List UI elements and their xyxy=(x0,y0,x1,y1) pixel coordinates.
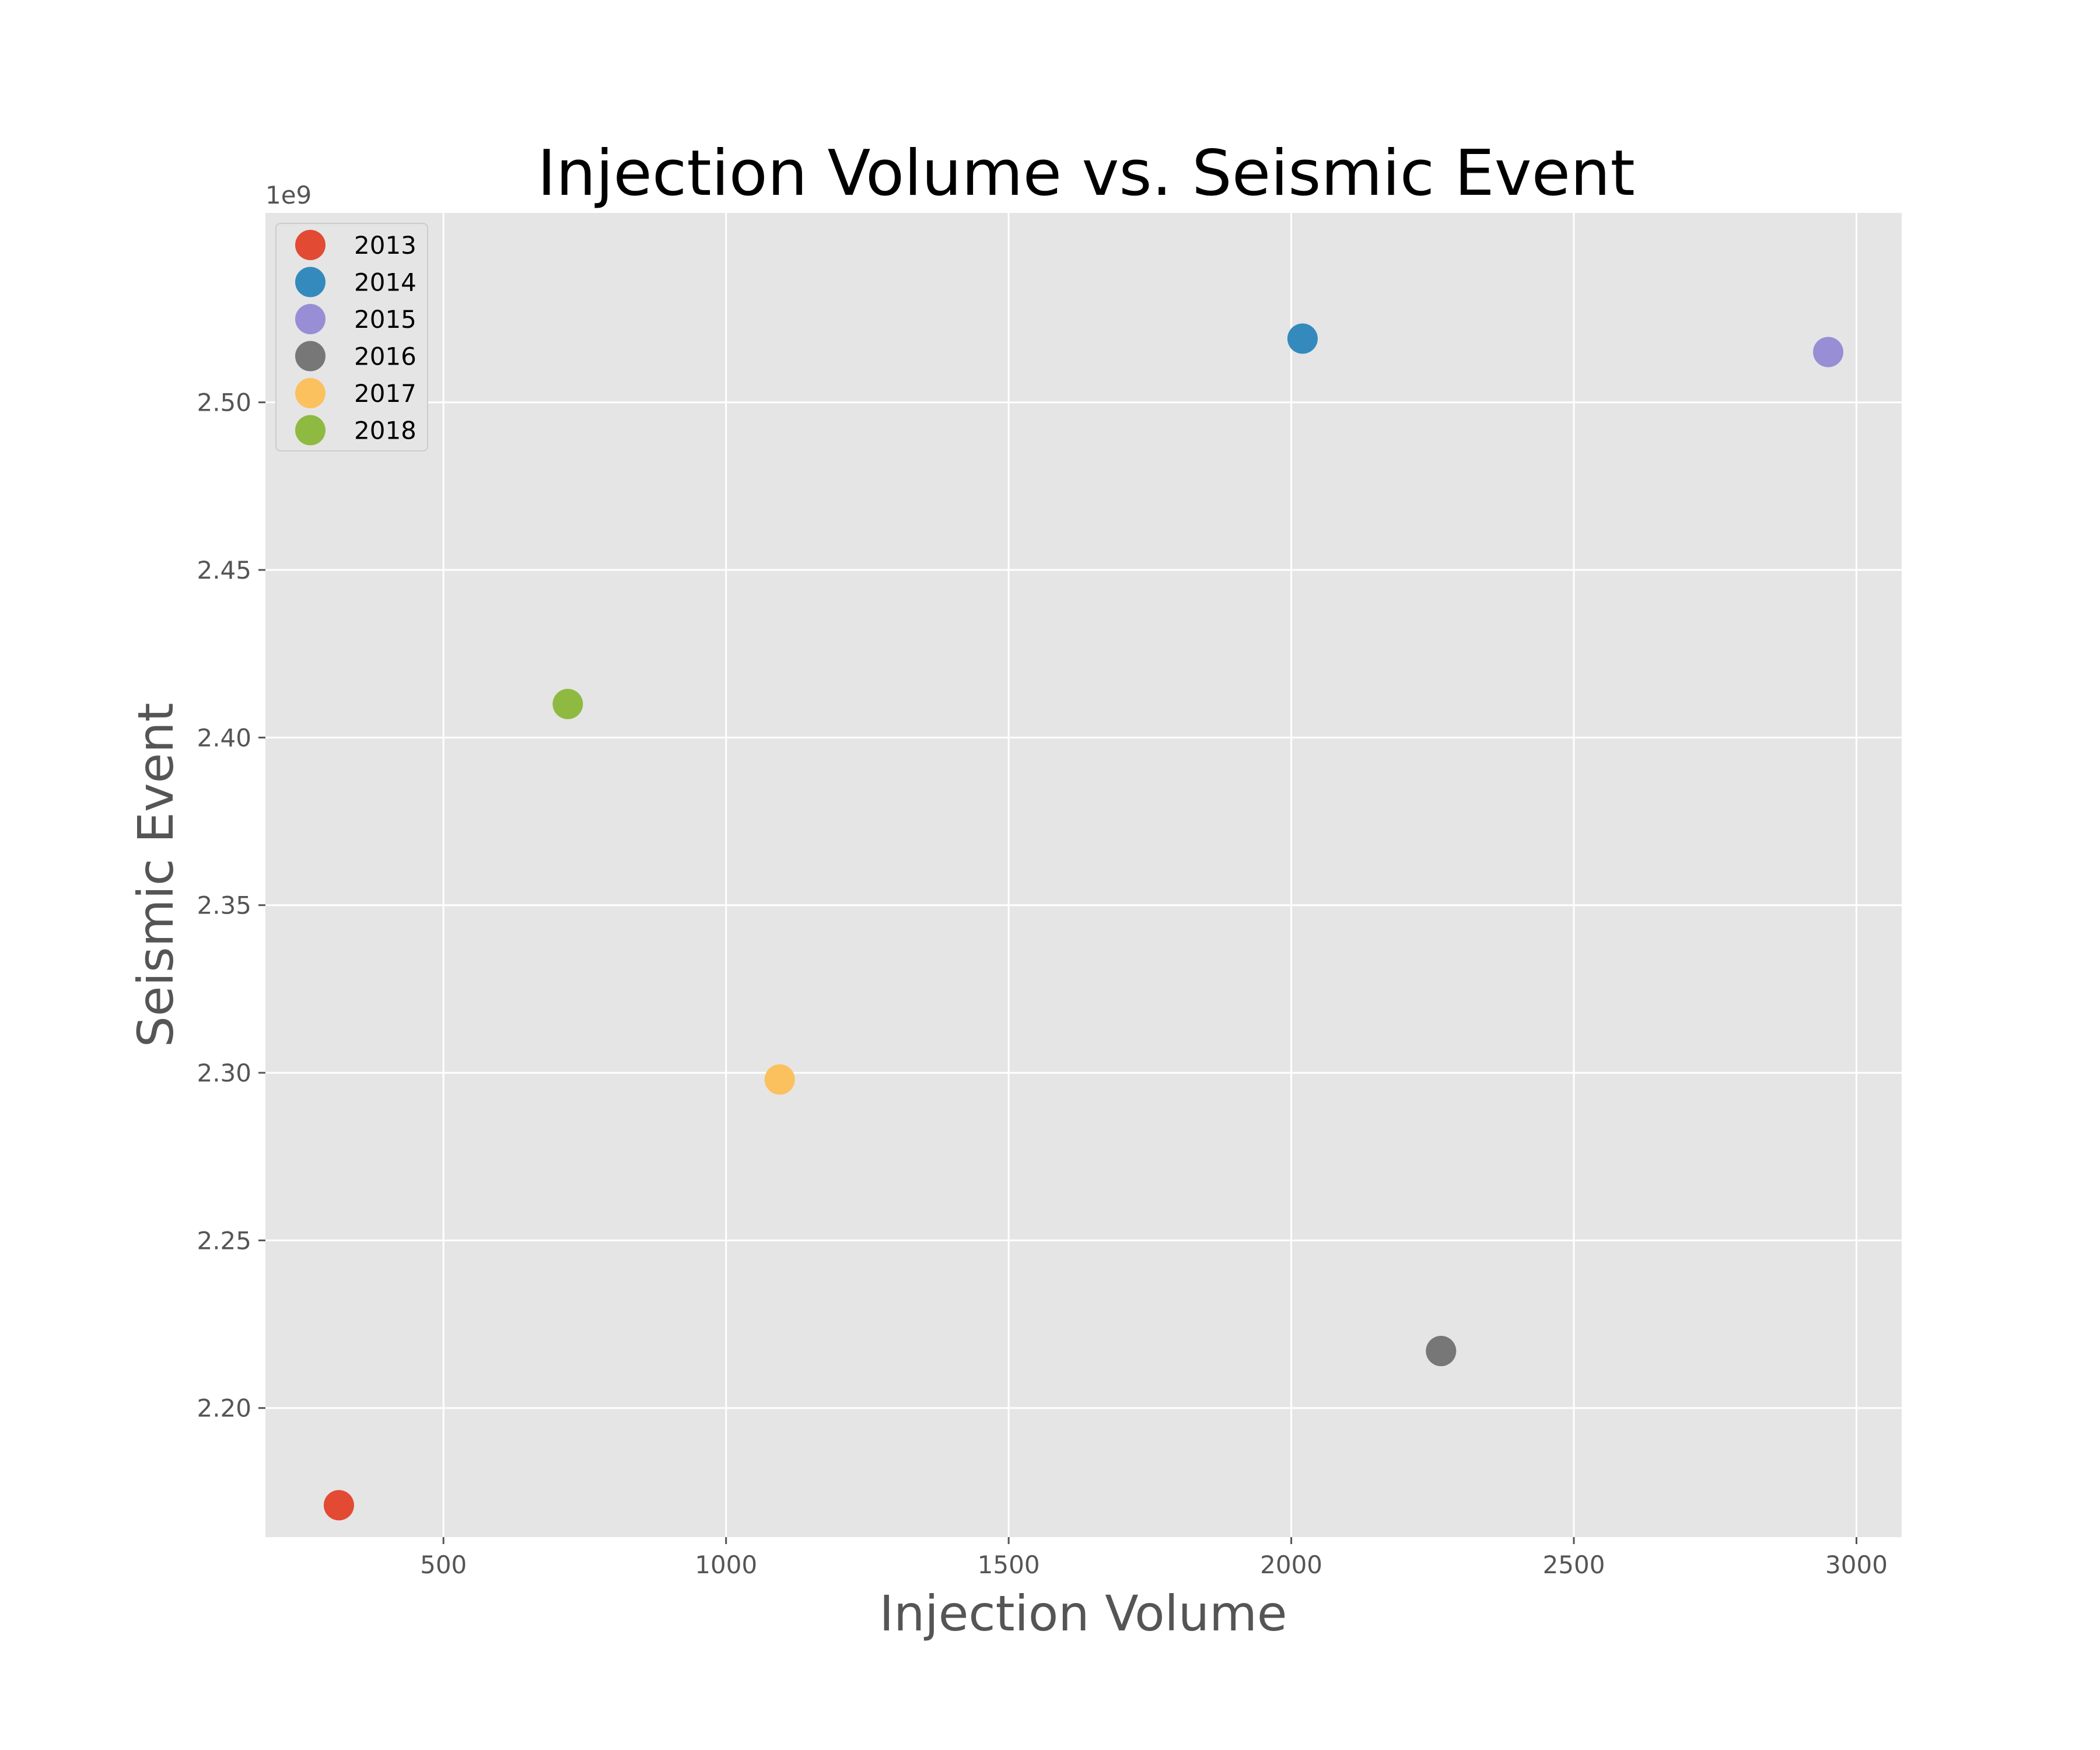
data-point-2015 xyxy=(1813,337,1844,368)
x-tick-label: 500 xyxy=(420,1550,467,1579)
legend-marker-2018 xyxy=(295,415,326,446)
plot-area: 500 1000 1500 2000 2500 3000 2.20 2.25 2.30 2.35… xyxy=(197,213,1902,1579)
x-tick-label: 1000 xyxy=(695,1550,757,1579)
y-axis-label: Seismic Event xyxy=(127,703,184,1048)
y-tick-label: 2.40 xyxy=(197,723,251,752)
legend-marker-2013 xyxy=(295,230,326,260)
legend-marker-2014 xyxy=(295,267,326,298)
data-point-2016 xyxy=(1426,1336,1457,1367)
x-tick-label: 1500 xyxy=(978,1550,1040,1579)
x-tick-label: 2000 xyxy=(1260,1550,1322,1579)
legend-label-2014: 2014 xyxy=(354,268,416,297)
legend-marker-2015 xyxy=(295,304,326,334)
data-point-2013 xyxy=(323,1490,354,1521)
legend-label-2017: 2017 xyxy=(354,379,416,408)
grid-lines xyxy=(265,213,1902,1537)
legend-label-2016: 2016 xyxy=(354,342,416,371)
y-offset-label: 1e9 xyxy=(265,181,312,209)
x-tick-label: 2500 xyxy=(1543,1550,1605,1579)
legend-label-2015: 2015 xyxy=(354,305,416,334)
x-axis-ticks: 500 1000 1500 2000 2500 3000 xyxy=(420,1537,1888,1579)
y-axis-ticks: 2.20 2.25 2.30 2.35 2.40 2.45 2.50 xyxy=(197,388,265,1423)
chart-title: Injection Volume vs. Seismic Event xyxy=(537,137,1635,210)
y-tick-label: 2.30 xyxy=(197,1059,251,1087)
y-tick-label: 2.45 xyxy=(197,556,251,584)
y-tick-label: 2.20 xyxy=(197,1394,251,1423)
data-points xyxy=(323,323,1844,1521)
legend-label-2018: 2018 xyxy=(354,416,416,445)
y-tick-label: 2.50 xyxy=(197,388,251,417)
data-point-2018 xyxy=(552,688,583,719)
x-axis-label: Injection Volume xyxy=(879,1585,1287,1642)
y-tick-label: 2.25 xyxy=(197,1226,251,1255)
legend-marker-2016 xyxy=(295,341,326,372)
legend-label-2013: 2013 xyxy=(354,231,416,260)
data-point-2014 xyxy=(1287,323,1318,354)
data-point-2017 xyxy=(764,1064,795,1095)
legend-marker-2017 xyxy=(295,378,326,408)
y-tick-label: 2.35 xyxy=(197,891,251,920)
legend: 2013 2014 2015 2016 2017 2018 xyxy=(275,223,428,452)
plot-background xyxy=(265,213,1902,1537)
x-tick-label: 3000 xyxy=(1825,1550,1888,1579)
